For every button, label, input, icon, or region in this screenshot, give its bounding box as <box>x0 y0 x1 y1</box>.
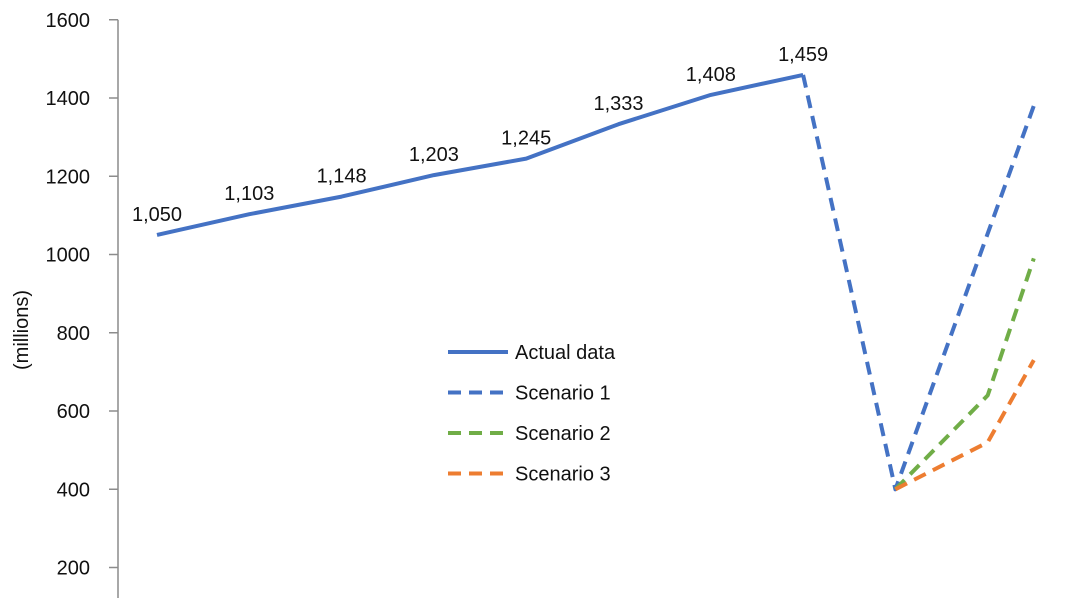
data-label: 1,103 <box>224 183 274 205</box>
data-label: 1,408 <box>686 64 736 86</box>
y-tick-label: 1600 <box>46 10 91 32</box>
legend: Actual data Scenario 1 Scenario 2 Scenario … <box>448 342 616 486</box>
data-label: 1,203 <box>409 144 459 166</box>
series-line-1 <box>156 72 804 237</box>
legend-label: Scenario 2 <box>515 423 611 445</box>
data-label: 1,148 <box>317 166 367 188</box>
data-labels: 1,050 1,103 1,148 1,203 1,245 1,333 1,408 1,459 <box>132 44 828 226</box>
data-label: 1,333 <box>593 93 643 115</box>
legend-label: Scenario 3 <box>515 464 611 486</box>
data-label: 1,245 <box>501 128 551 150</box>
y-tick-label: 600 <box>57 401 90 423</box>
y-tick-label: 400 <box>57 479 90 501</box>
series-line-2 <box>801 74 1036 492</box>
y-tick-label: 1200 <box>46 166 91 188</box>
y-tick-label: 1000 <box>46 245 91 267</box>
y-axis: 200 400 600 800 1000 1200 1400 1600 <box>46 10 119 598</box>
y-tick-label: 800 <box>57 323 90 345</box>
data-label: 1,459 <box>778 44 828 66</box>
data-label: 1,050 <box>132 204 182 226</box>
series-layer <box>156 72 1036 492</box>
legend-label: Actual data <box>515 342 616 364</box>
y-tick-label: 200 <box>57 558 90 580</box>
y-tick-label: 1400 <box>46 88 91 110</box>
y-axis-title: (millions) <box>11 290 33 370</box>
series-line-3 <box>893 257 1036 491</box>
legend-label: Scenario 1 <box>515 383 611 405</box>
